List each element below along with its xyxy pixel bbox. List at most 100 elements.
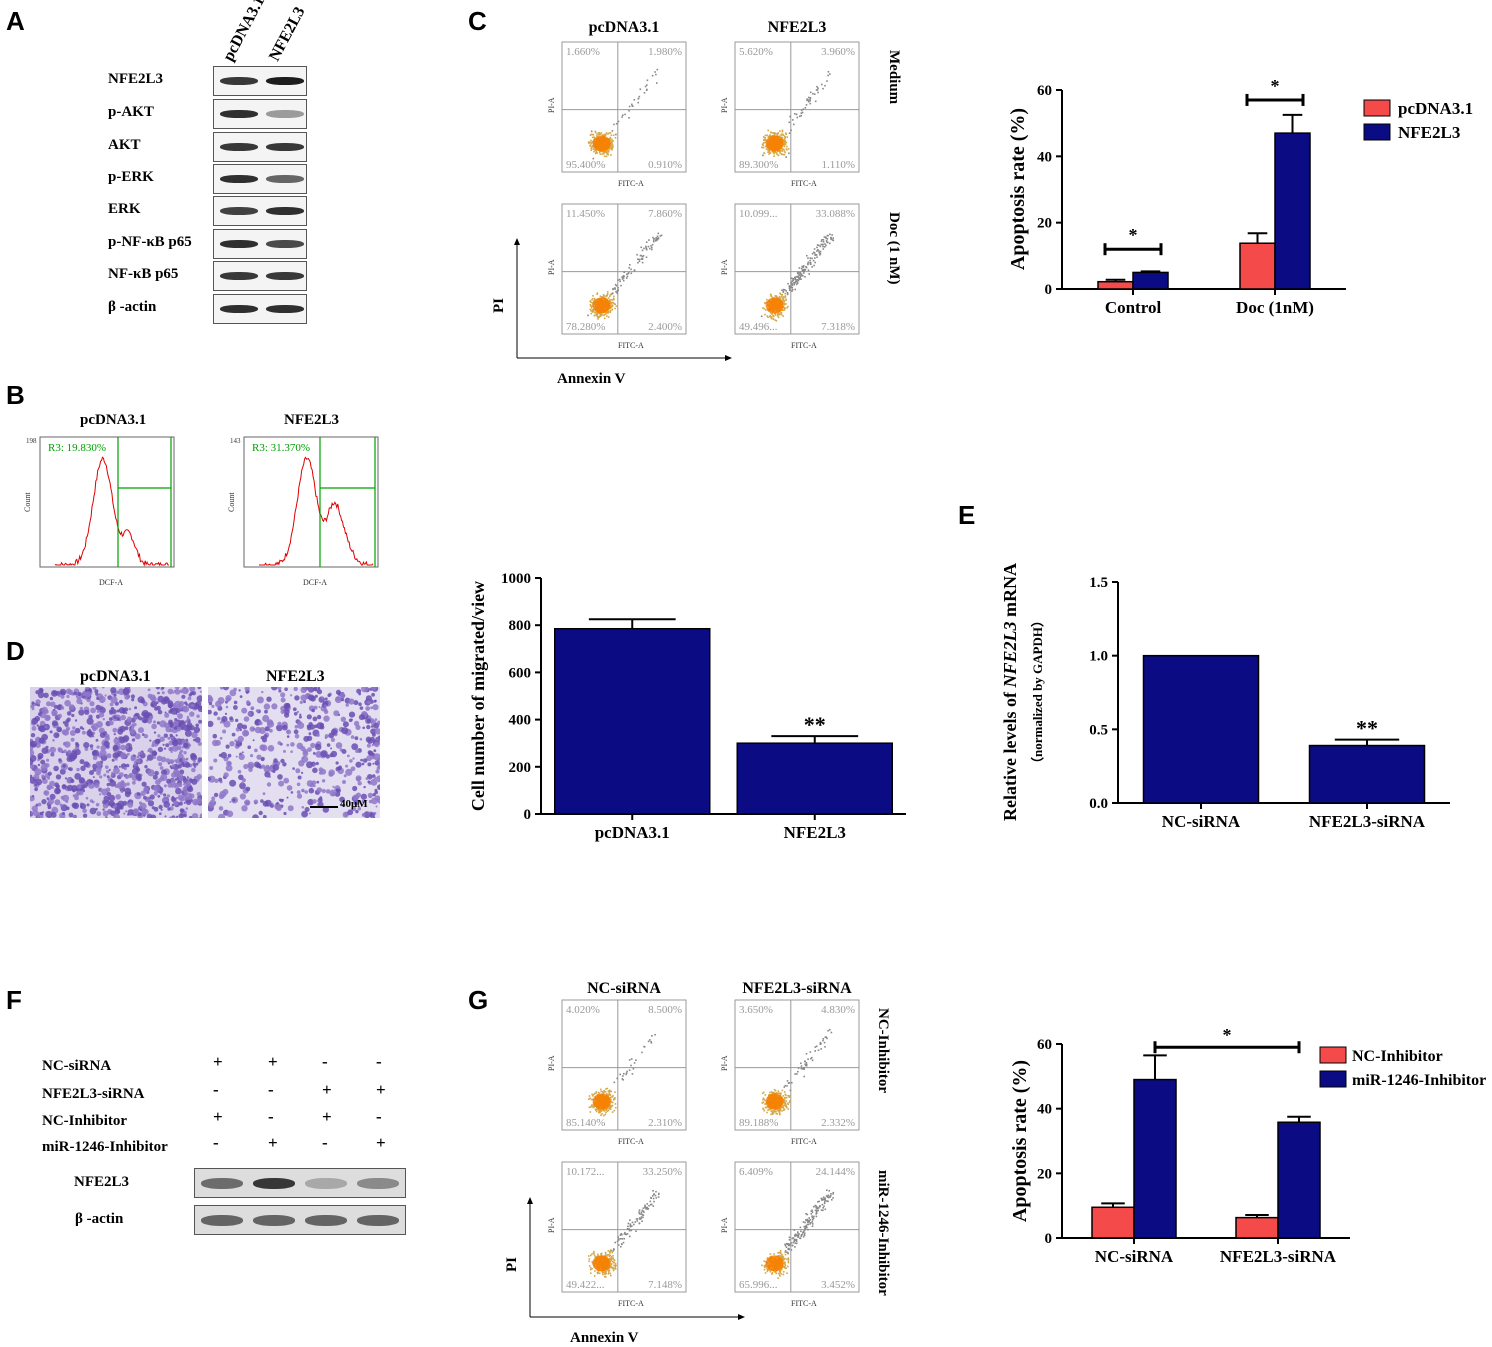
flow-dot (804, 1063, 806, 1066)
flow-dot (612, 140, 614, 142)
migrated-cell (296, 782, 301, 787)
flow-dot (596, 315, 599, 318)
migrated-cell (355, 761, 362, 768)
flow-plot-xlabel: FITC-A (791, 1137, 817, 1146)
flow-row-label: Medium (886, 50, 902, 105)
flow-dot (764, 1099, 766, 1102)
migrated-cell (78, 777, 85, 784)
flow-dot (763, 141, 765, 144)
migrated-cell (33, 773, 40, 780)
flow-dot (648, 1204, 650, 1207)
migrated-cell (169, 708, 174, 713)
migrated-cell (146, 754, 154, 761)
migrated-cell (186, 757, 189, 760)
flow-dot (779, 1275, 781, 1277)
migrated-cell (51, 709, 58, 716)
migrated-cell (168, 704, 173, 709)
flow-dot (788, 1247, 790, 1250)
migrated-cell (45, 810, 53, 818)
migrated-cell (85, 685, 90, 690)
flow-dot (795, 1238, 798, 1241)
flow-dot (605, 295, 608, 298)
flow-dot (831, 239, 834, 241)
axis-x-arrowhead (738, 1314, 745, 1320)
migrated-cell (81, 786, 85, 791)
flow-dot (817, 87, 819, 89)
flow-dot (783, 1108, 786, 1110)
quadrant-lr-value: 2.332% (821, 1117, 855, 1129)
migrated-cell (175, 787, 182, 795)
flow-dot (622, 114, 624, 116)
migrated-cell (134, 706, 138, 710)
migrated-cell (155, 701, 159, 704)
migrated-cell (149, 794, 155, 800)
flow-density-core (765, 1255, 784, 1272)
flow-dot (776, 133, 779, 136)
flow-dot (782, 290, 784, 293)
migrated-cell (197, 741, 202, 746)
flow-dot (806, 1213, 809, 1216)
migrated-cell (176, 745, 182, 751)
flow-dot (598, 1110, 601, 1113)
flow-dot (782, 1271, 785, 1273)
migrated-cell (229, 689, 237, 697)
quadrant-ll-value: 89.188% (739, 1117, 778, 1129)
migrated-cell (112, 727, 118, 733)
migrated-cell (264, 709, 268, 714)
flow-dot (613, 123, 615, 126)
migrated-cell (192, 762, 196, 766)
flow-dot (809, 100, 811, 102)
migrated-cell (115, 758, 118, 761)
migrated-cell (31, 701, 35, 705)
flow-dot (587, 314, 589, 317)
flow-plot-frame (734, 41, 860, 173)
migrated-cell (163, 801, 170, 808)
migrated-cell (256, 754, 262, 760)
flow-dot (809, 1219, 812, 1221)
migrated-cell (183, 751, 187, 755)
flow-dot (620, 1245, 622, 1248)
flow-plot-xlabel: FITC-A (791, 341, 817, 350)
flow-dot (793, 284, 795, 286)
flow-dot (652, 1205, 655, 1207)
migrated-cell (366, 743, 371, 748)
flow-dot (798, 115, 801, 118)
blot-band (220, 175, 258, 183)
migrated-cell (118, 736, 126, 744)
flow-dot (607, 316, 610, 318)
migrated-cell (280, 692, 286, 698)
flow-dot (787, 282, 789, 285)
migrated-cell (129, 726, 132, 729)
migrated-cell (74, 749, 81, 756)
flow-dot (779, 150, 781, 153)
flow-dot (642, 1216, 644, 1219)
flow-dot (641, 1209, 644, 1212)
migrated-cell (181, 694, 186, 699)
flow-dot (655, 73, 657, 76)
flow-dot (802, 1235, 805, 1238)
migrated-cell (113, 737, 120, 745)
flow-dot (790, 1242, 792, 1244)
quadrant-ur-value: 3.960% (821, 46, 855, 58)
flow-dot (649, 1200, 652, 1203)
migrated-cell (147, 800, 155, 807)
migrated-cell (65, 726, 71, 731)
flow-dot (609, 136, 612, 139)
flow-dot (779, 292, 781, 295)
migrated-cell (182, 764, 185, 767)
migrated-cell (122, 688, 130, 695)
migrated-cell (186, 715, 190, 719)
flow-dot (784, 289, 786, 291)
flow-dot (822, 248, 825, 250)
flow-dot (783, 1091, 786, 1093)
flow-dot (810, 1210, 813, 1212)
axis-x-label: Annexin V (570, 1330, 639, 1346)
migrated-cell (176, 815, 179, 818)
flow-dot (599, 295, 602, 297)
migrated-cell (34, 768, 42, 776)
flow-dot (788, 152, 790, 155)
flow-dot (783, 141, 786, 144)
quadrant-ul-value: 10.099... (739, 208, 778, 220)
